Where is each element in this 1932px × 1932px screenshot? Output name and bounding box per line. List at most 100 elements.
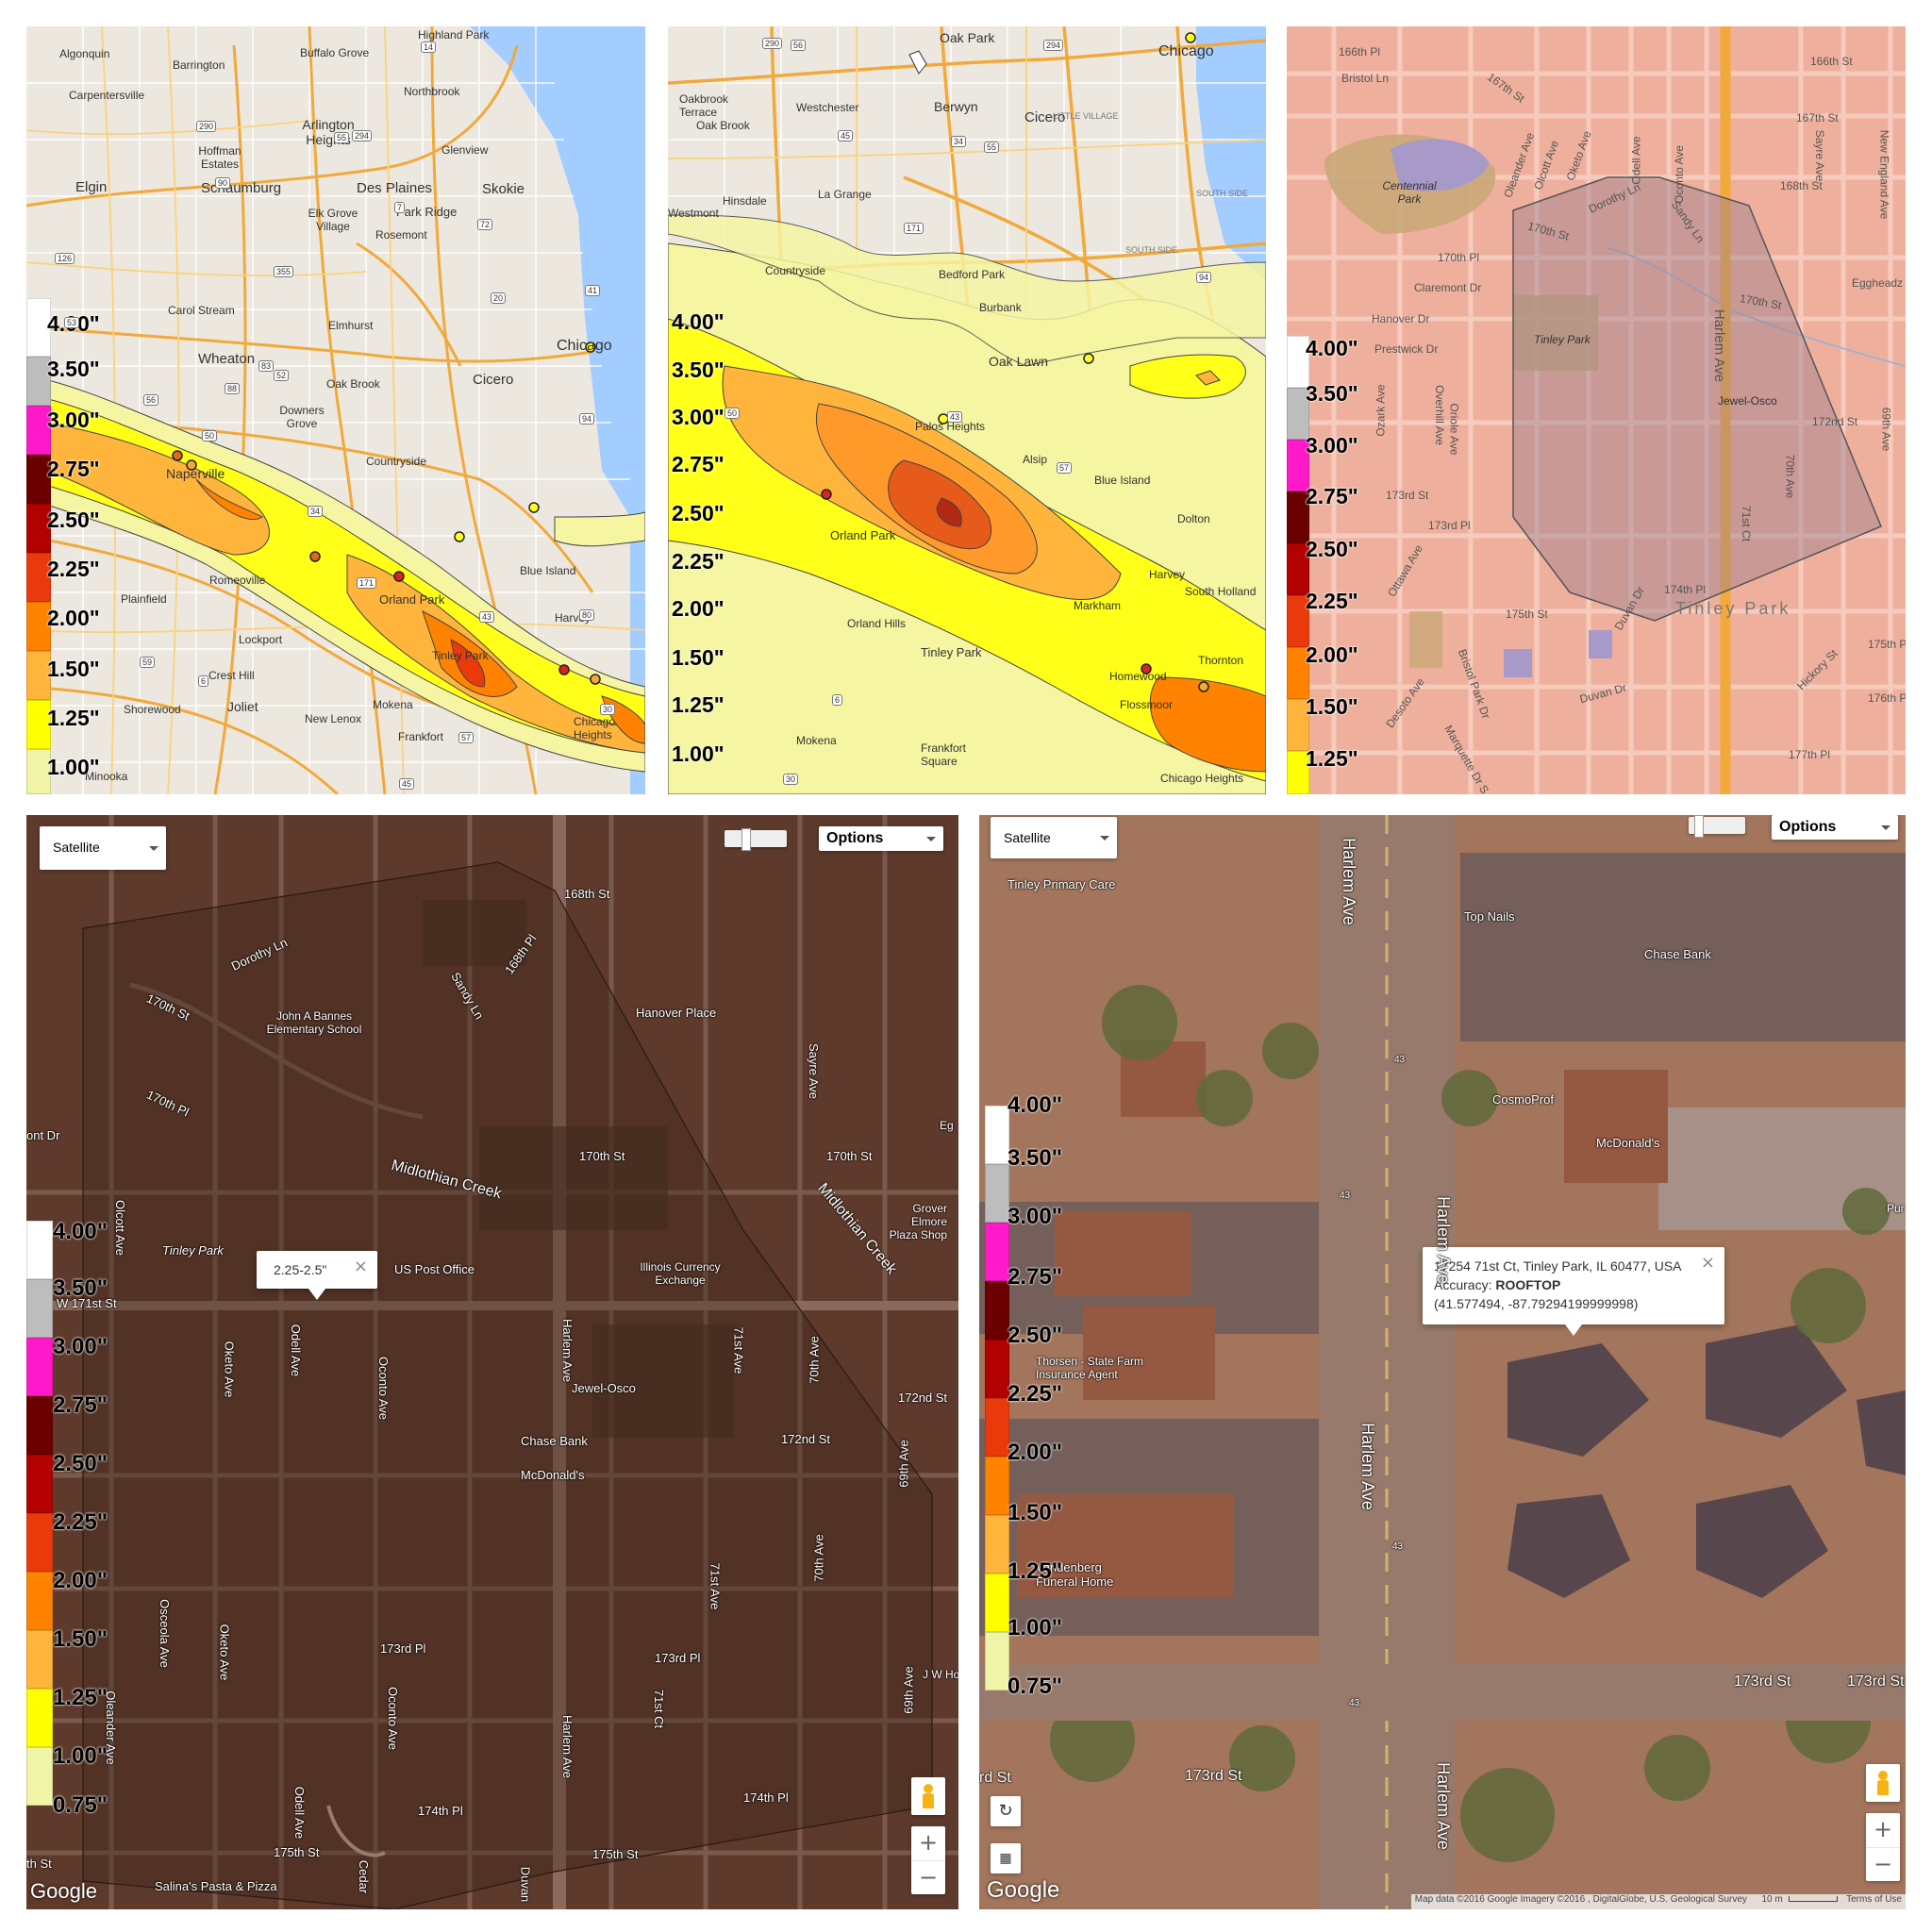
legend-tick: 1.00" (1008, 1615, 1063, 1641)
legend-swatch (1287, 336, 1309, 388)
map-panel-satellite-closeup[interactable]: Satellite Options 17254 71st Ct, Tinley … (979, 815, 1906, 1909)
map-type-select[interactable]: Satellite (40, 826, 166, 870)
legend-tick: 2.00" (47, 606, 100, 630)
legend-swatch (1287, 440, 1309, 491)
legend-tick: 1.00" (672, 741, 724, 766)
map-panel-swath[interactable]: Oak Park Chicago Oakbrook Terrace Westch… (668, 26, 1266, 794)
legend-tick: 3.00" (47, 408, 100, 432)
zoom-in-button[interactable]: + (1866, 1813, 1900, 1848)
legend-swatch (1287, 699, 1309, 751)
legend-tick: 3.00" (53, 1334, 108, 1359)
legend-tick: 2.50" (47, 508, 100, 532)
geocode-info-window[interactable]: 17254 71st Ct, Tinley Park, IL 60477, US… (1423, 1247, 1724, 1336)
legend-swatch (26, 455, 51, 504)
legend-swatch (985, 1281, 1009, 1340)
map-type-select[interactable]: Satellite (991, 817, 1117, 858)
legend-tick: 2.25" (672, 549, 724, 574)
chevron-down-icon (926, 837, 936, 841)
legend-tick: 2.25" (1306, 589, 1358, 613)
geocode-accuracy: Accuracy: ROOFTOP (1434, 1277, 1560, 1292)
legend-tick: 1.25" (1306, 746, 1358, 771)
map-panel-satellite-neighborhood[interactable]: Satellite Options 2.25-2.5" × + − Google… (26, 815, 958, 1909)
map-type-label: Satellite (53, 840, 100, 855)
zoom-out-button[interactable]: − (918, 1864, 939, 1890)
legend-swatch (1287, 595, 1309, 647)
hail-size-legend: 4.00" 3.50" 3.00" 2.75" 2.50" 2.25" 2.00… (1287, 336, 1368, 794)
info-window-text: 2.25-2.5" (274, 1262, 327, 1277)
options-label: Options (826, 830, 884, 846)
legend-tick: 2.00" (1306, 642, 1358, 667)
legend-tick: 0.75" (1008, 1674, 1063, 1699)
chevron-down-icon (1100, 836, 1109, 841)
opacity-slider[interactable] (1689, 815, 1745, 838)
map-panel-street[interactable]: 166th Pl Bristol Ln 167th St 166th St 16… (1287, 26, 1906, 794)
geocode-coordinates: (41.577494, -87.79294199999998) (1434, 1296, 1639, 1311)
legend-swatch (985, 1164, 1009, 1223)
chevron-down-icon (149, 846, 158, 851)
legend-tick: 3.00" (1008, 1204, 1063, 1229)
legend-swatch (26, 357, 51, 406)
legend-tick: 2.75" (47, 457, 100, 481)
legend-swatch (26, 1689, 53, 1747)
options-dropdown[interactable]: Options (819, 826, 943, 851)
legend-tick: 2.75" (1306, 484, 1358, 508)
legend-swatch (26, 1455, 53, 1513)
legend-swatch (985, 1515, 1009, 1574)
close-icon[interactable]: × (1700, 1253, 1715, 1273)
legend-tick: 1.00" (53, 1743, 108, 1769)
legend-tick: 0.75" (53, 1792, 108, 1818)
legend-tick: 2.75" (672, 452, 724, 476)
legend-swatch (985, 1632, 1009, 1690)
regional-map-svg (26, 26, 645, 794)
opacity-slider-handle[interactable] (741, 828, 751, 851)
map-panel-regional[interactable]: Highland Park Buffalo Grove Algonquin Ba… (26, 26, 645, 794)
hail-size-legend: 4.00" 3.50" 3.00" 2.75" 2.50" 2.25" 2.00… (985, 1092, 1070, 1700)
terms-link[interactable]: Terms of Use (1846, 1894, 1902, 1905)
info-window[interactable]: 2.25-2.5" × (257, 1251, 377, 1300)
street-view-pegman-icon[interactable] (1866, 1764, 1900, 1802)
zoom-in-button[interactable]: + (911, 1826, 945, 1861)
legend-swatch (1287, 751, 1309, 794)
street-map-svg (1287, 26, 1906, 794)
legend-swatch (1287, 388, 1309, 440)
legend-tick: 1.50" (672, 645, 724, 670)
legend-swatch (26, 1572, 53, 1630)
zoom-control[interactable]: + − (1866, 1813, 1900, 1881)
opacity-slider-handle[interactable] (1694, 815, 1704, 838)
legend-tick: 1.50" (1306, 694, 1358, 719)
legend-tick: 1.00" (47, 755, 100, 779)
close-icon[interactable]: × (353, 1257, 368, 1276)
swath-map-svg (668, 26, 1266, 794)
opacity-slider[interactable] (724, 828, 787, 851)
zoom-control[interactable]: + − (911, 1826, 945, 1894)
rotate-button[interactable]: ↻ (991, 1796, 1021, 1826)
tilt-button[interactable]: ▦ (991, 1843, 1021, 1874)
legend-tick: 4.00" (672, 309, 724, 334)
accuracy-value: ROOFTOP (1495, 1277, 1561, 1292)
legend-tick: 2.25" (53, 1509, 108, 1535)
scale-label: 10 m (1761, 1894, 1783, 1905)
zoom-out-button[interactable]: − (1873, 1851, 1893, 1877)
legend-tick: 3.50" (1306, 381, 1358, 406)
legend-swatch (26, 1221, 53, 1279)
legend-swatch (1287, 647, 1309, 699)
legend-swatch (1287, 543, 1309, 595)
legend-swatch (985, 1223, 1009, 1281)
map-attribution-bar: Map data ©2016 Google Imagery ©2016 , Di… (1410, 1894, 1906, 1909)
legend-tick: 2.50" (1008, 1323, 1063, 1348)
legend-tick: 2.00" (1008, 1440, 1063, 1465)
legend-swatch (26, 749, 51, 794)
legend-tick: 1.50" (53, 1626, 108, 1652)
legend-swatch (26, 1279, 53, 1338)
geocode-address: 17254 71st Ct, Tinley Park, IL 60477, US… (1434, 1258, 1682, 1274)
legend-swatch (26, 553, 51, 602)
legend-swatch (1287, 491, 1309, 543)
legend-tick: 1.25" (1008, 1558, 1063, 1584)
google-logo: Google (987, 1877, 1060, 1903)
legend-tick: 2.25" (47, 557, 100, 581)
options-dropdown[interactable]: Options (1772, 815, 1898, 840)
street-view-pegman-icon[interactable] (911, 1777, 945, 1815)
legend-tick: 4.00" (53, 1219, 108, 1244)
accuracy-label: Accuracy: (1434, 1277, 1492, 1292)
legend-tick: 3.50" (672, 358, 724, 382)
